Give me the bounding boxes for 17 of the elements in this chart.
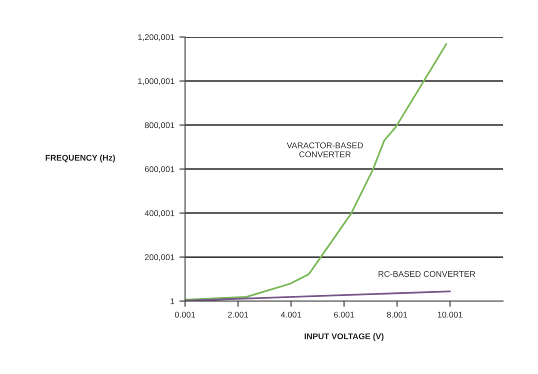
y-tick-label: 1,200,001 (138, 34, 174, 42)
y-tick-label: 1,000,001 (138, 78, 174, 86)
x-tick-label: 6.001 (334, 312, 354, 318)
series-label: VARACTOR-BASED CONVERTER (286, 142, 363, 158)
y-tick-label: 200,001 (144, 254, 174, 262)
y-axis-title: FREQUENCY (Hz) (46, 154, 115, 162)
y-tick-label: 1 (170, 298, 174, 304)
x-tick-label: 8.001 (386, 312, 408, 318)
y-tick-label: 400,001 (144, 210, 174, 218)
x-tick-label: 4.001 (280, 312, 302, 318)
x-axis-title: INPUT VOLTAGE (V) (304, 333, 384, 341)
y-tick-label: 800,001 (144, 122, 174, 130)
x-tick-label: 10.001 (438, 312, 462, 318)
x-tick-label: 0.001 (174, 312, 196, 318)
x-tick-label: 2.001 (228, 312, 248, 318)
text: RC-BASED CONVERTER (378, 271, 476, 277)
y-tick-label: 600,001 (144, 166, 174, 174)
